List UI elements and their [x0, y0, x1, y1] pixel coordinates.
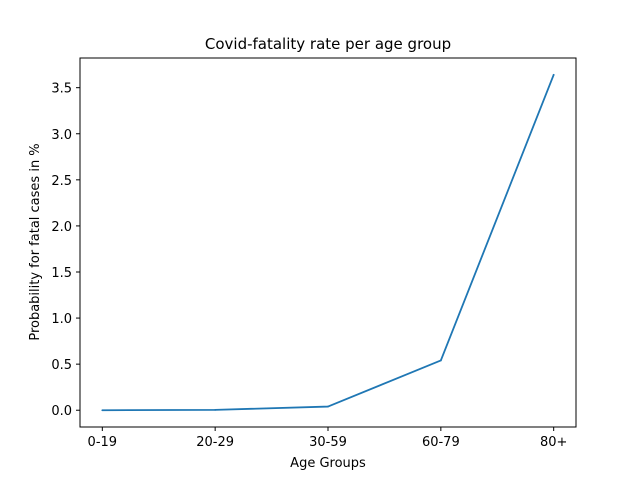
- chart-title: Covid-fatality rate per age group: [205, 35, 451, 53]
- y-tick-label: 2.5: [51, 174, 72, 189]
- y-axis-label: Probability for fatal cases in %: [28, 143, 43, 340]
- x-axis: 0-19 20-29 30-59 60-79 80+: [88, 427, 567, 450]
- y-tick-label: 2.0: [51, 220, 72, 235]
- data-point: [101, 409, 104, 412]
- y-tick-label: 3.5: [51, 82, 72, 97]
- x-tick-label: 80+: [540, 435, 567, 450]
- y-tick-label: 1.0: [51, 312, 72, 327]
- x-axis-label: Age Groups: [290, 456, 366, 471]
- y-tick-label: 3.0: [51, 128, 72, 143]
- data-point: [439, 359, 442, 362]
- x-tick-label: 20-29: [196, 435, 234, 450]
- y-tick-label: 0.0: [51, 404, 72, 419]
- x-tick-label: 0-19: [88, 435, 118, 450]
- x-tick-label: 60-79: [422, 435, 460, 450]
- data-point: [552, 73, 555, 76]
- data-point: [327, 405, 329, 408]
- y-tick-label: 0.5: [51, 358, 72, 373]
- y-axis: 0.0 0.5 1.0 1.5 2.0 2.5 3.0 3.5: [51, 82, 80, 419]
- x-tick-label: 30-59: [309, 435, 347, 450]
- y-tick-label: 1.5: [51, 266, 72, 281]
- series-line: [102, 74, 555, 412]
- series-group: [101, 73, 555, 412]
- data-point: [214, 408, 217, 411]
- plot-area-frame: [79, 57, 577, 428]
